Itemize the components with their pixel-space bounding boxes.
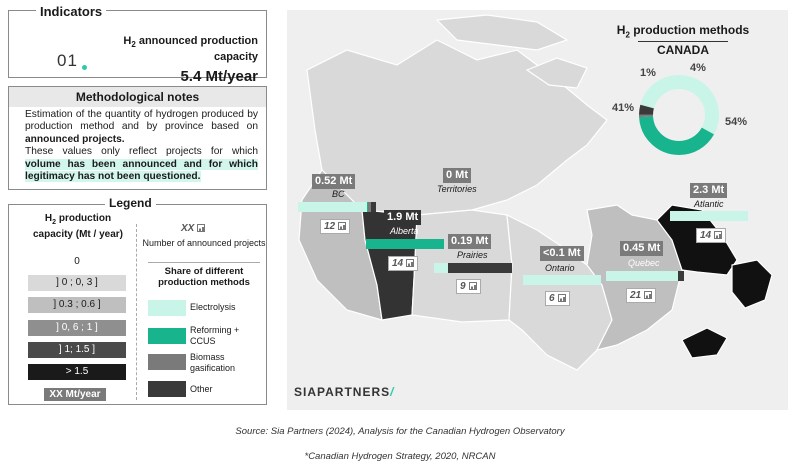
donut-label-biomass: 1% — [640, 67, 656, 79]
bar-chart-icon — [714, 231, 723, 239]
share-bar-quebec — [606, 271, 684, 281]
notes-text: Estimation of the quantity of hydrogen p… — [25, 109, 258, 183]
capacity-range-0: 0 — [28, 254, 126, 270]
strategy-footnote: *Canadian Hydrogen Strategy, 2020, NRCAN — [304, 451, 496, 462]
value-tag-territories: 0 Mt — [443, 168, 471, 183]
swatch-label: Other — [190, 384, 213, 394]
indicator-panel: 01 H2 announced production capacity 5.4 … — [8, 10, 267, 85]
region-label-bc: BC — [332, 189, 345, 199]
region-label-atlantic: Atlantic — [694, 199, 724, 209]
value-tag-alberta: 1.9 Mt — [384, 210, 422, 225]
share-bar-ontario — [523, 275, 601, 285]
donut-subtitle: CANADA — [638, 41, 728, 57]
methodological-notes-panel: Methodological notes Estimation of the q… — [8, 86, 267, 190]
swatch-other — [148, 381, 186, 397]
capacity-legend-title: H2 production capacity (Mt / year) — [32, 213, 124, 240]
capacity-range-2: ] 0.3 ; 0.6 ] — [28, 297, 126, 313]
share-segment — [366, 239, 444, 249]
region-label-ontario: Ontario — [545, 263, 575, 273]
source-footnote: Source: Sia Partners (2024), Analysis fo… — [235, 426, 565, 437]
donut-label-other: 4% — [690, 62, 706, 74]
share-segment — [298, 202, 367, 212]
indicator-title: Indicators — [36, 4, 107, 19]
swatch-electrolysis — [148, 300, 186, 316]
count-tag-atlantic: 14 — [696, 228, 727, 243]
legend-divider — [136, 224, 137, 400]
count-tag-description: Number of announced projects — [142, 238, 266, 248]
donut-label-electrolysis: 54% — [725, 116, 748, 128]
share-segment — [670, 211, 748, 221]
region-arctic-islands — [435, 14, 569, 51]
region-label-alberta: Alberta — [390, 226, 419, 236]
donut-chart — [639, 75, 719, 155]
bar-chart-icon — [468, 282, 477, 290]
share-segment — [368, 202, 371, 212]
count-tag-quebec: 21 — [626, 288, 657, 303]
bar-chart-icon — [557, 294, 566, 302]
share-bar-prairies — [434, 263, 512, 273]
share-bar-alberta — [366, 239, 444, 249]
value-tag-quebec: 0.45 Mt — [620, 241, 664, 256]
capacity-range-4: ] 1; 1.5 ] — [28, 342, 126, 358]
share-legend-title: Share of different production methods — [158, 266, 250, 288]
region-label-territories: Territories — [437, 184, 477, 194]
share-segment — [448, 263, 512, 273]
donut-title: H2 production methods — [616, 23, 750, 40]
capacity-range-5: > 1.5 — [28, 364, 126, 380]
share-segment — [434, 263, 449, 273]
value-tag-atlantic: 2.3 Mt — [690, 183, 728, 198]
value-tag-sample: XX Mt/year — [44, 388, 106, 401]
indicator-label: H2 announced production capacity — [123, 35, 258, 64]
region-atlantic — [681, 327, 728, 359]
notes-title: Methodological notes — [9, 87, 266, 107]
value-tag-ontario: <0.1 Mt — [540, 246, 584, 261]
count-tag-prairies: 9 — [456, 279, 481, 294]
count-tag-sample: XX — [178, 222, 209, 235]
indicator-dot — [82, 65, 87, 70]
indicator-number: 01 — [57, 51, 78, 70]
count-tag-alberta: 14 — [388, 256, 419, 271]
value-tag-prairies: 0.19 Mt — [448, 234, 492, 249]
share-segment — [606, 271, 678, 281]
capacity-range-3: ] 0, 6 ; 1 ] — [28, 320, 126, 336]
swatch-biomass — [148, 354, 186, 370]
region-atlantic — [731, 259, 773, 309]
share-segment — [366, 202, 369, 212]
siapartners-logo: SIAPARTNERS/ — [294, 385, 395, 399]
swatch-reforming — [148, 328, 186, 344]
share-segment — [677, 271, 684, 281]
count-tag-bc: 12 — [320, 219, 351, 234]
swatch-label: Biomass gasification — [190, 352, 236, 373]
legend-title: Legend — [105, 196, 156, 210]
donut-label-reforming: 41% — [612, 102, 635, 114]
share-bar-bc — [298, 202, 376, 212]
region-label-prairies: Prairies — [457, 250, 488, 260]
region-arctic-islands — [525, 57, 588, 89]
share-segment — [370, 202, 376, 212]
capacity-range-1: ] 0 ; 0, 3 ] — [28, 275, 126, 291]
swatch-label: Reforming + CCUS — [190, 325, 240, 346]
count-tag-ontario: 6 — [545, 291, 570, 306]
share-segment — [523, 275, 601, 285]
swatch-label: Electrolysis — [190, 302, 236, 312]
bar-chart-icon — [338, 222, 347, 230]
indicator-value: 5.4 Mt/year — [180, 68, 258, 85]
bar-chart-icon — [406, 259, 415, 267]
bar-chart-icon — [197, 224, 206, 232]
value-tag-bc: 0.52 Mt — [312, 174, 356, 189]
donut-slice-0 — [639, 75, 719, 155]
region-label-quebec: Quebec — [628, 258, 660, 268]
share-bar-atlantic — [670, 211, 748, 221]
donut-slice-2 — [639, 75, 719, 155]
donut-slice-1 — [639, 75, 719, 155]
bar-chart-icon — [644, 291, 653, 299]
